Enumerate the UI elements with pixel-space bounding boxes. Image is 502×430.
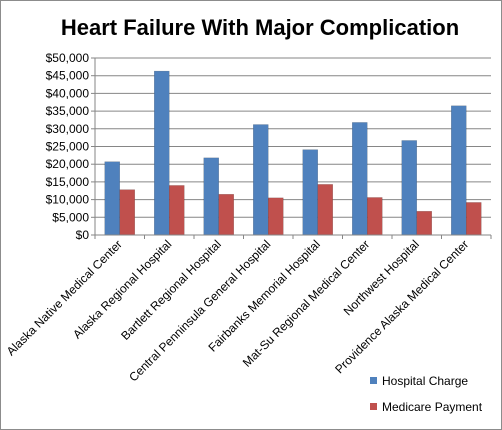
bar-hospital-charge [352,122,368,236]
y-tick-label: $20,000 [46,157,90,171]
y-tick-label: $35,000 [46,104,90,118]
bar-medicare-payment [466,202,482,236]
bar-medicare-payment [367,197,383,236]
bar-medicare-payment [268,197,284,236]
legend-swatch-hospital-charge [370,377,377,384]
y-tick-label: $50,000 [46,51,90,65]
bars [104,70,482,236]
x-tick-label: Alaska Regional Hospital [70,237,174,341]
chart-title: Heart Failure With Major Complication [61,15,459,40]
bar-hospital-charge [203,157,219,236]
y-tick-label: $5,000 [52,210,89,224]
y-tick-label: $15,000 [46,175,90,189]
bar-hospital-charge [401,140,417,236]
y-tick-label: $0 [76,228,90,242]
y-tick-label: $25,000 [46,140,90,154]
bar-hospital-charge [253,124,269,236]
y-axis-ticks: $0 $5,000 $10,000 $15,000 $20,000 $25,000 $30,… [46,51,95,242]
bar-hospital-charge [104,161,120,236]
x-tick-label: Bartlett Regional Hospital [118,237,224,343]
bar-hospital-charge [154,70,170,236]
bar-medicare-payment [119,189,135,236]
bar-medicare-payment [317,184,333,236]
y-tick-label: $45,000 [46,69,90,83]
bar-medicare-payment [416,211,432,236]
legend-swatch-medicare-payment [370,403,377,410]
y-tick-label: $30,000 [46,122,90,136]
bar-hospital-charge [451,105,467,236]
bar-medicare-payment [169,185,185,236]
legend: Hospital Charge Medicare Payment [370,374,483,414]
legend-label: Hospital Charge [382,374,468,388]
legend-label: Medicare Payment [382,400,483,414]
y-tick-label: $10,000 [46,193,90,207]
bar-medicare-payment [218,194,234,236]
y-tick-label: $40,000 [46,86,90,100]
bar-hospital-charge [302,149,318,236]
